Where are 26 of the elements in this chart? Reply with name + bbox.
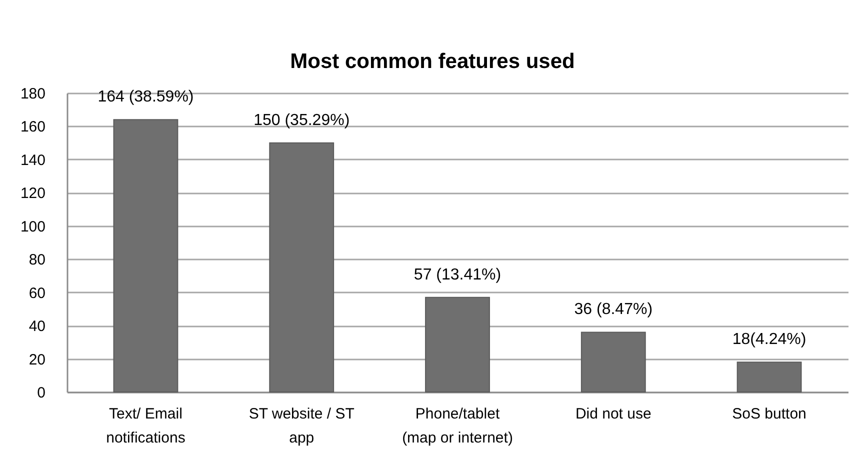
y-tick-label: 0 — [37, 384, 46, 402]
y-tick-label: 100 — [20, 218, 46, 236]
y-tick-label: 160 — [20, 118, 46, 136]
x-tick-label: Phone/tablet (map or internet) — [402, 406, 513, 446]
y-tick-label: 40 — [28, 318, 46, 336]
bar — [425, 296, 490, 392]
y-tick-label: 180 — [20, 86, 46, 102]
data-label: 18(4.24%) — [732, 331, 806, 348]
y-tick-label: 140 — [20, 152, 46, 169]
y-tick-label: 80 — [28, 252, 46, 269]
data-label: 57 (13.41%) — [414, 266, 502, 284]
chart-title: Most common features used — [290, 50, 575, 73]
data-label: 36 (8.47%) — [574, 301, 653, 318]
bar — [736, 362, 802, 392]
x-tick-label: ST website / ST app — [248, 406, 354, 446]
bar — [113, 119, 178, 392]
y-tick-label: 20 — [28, 351, 46, 368]
data-label: 150 (35.29%) — [254, 112, 350, 129]
bar — [269, 142, 334, 392]
y-tick-label: 60 — [28, 284, 46, 302]
x-tick-label: SoS button — [732, 406, 806, 422]
bar — [580, 332, 646, 392]
x-tick-label: Text/ Email notifications — [106, 406, 186, 446]
x-tick-label: Did not use — [575, 406, 652, 422]
y-tick-label: 120 — [20, 185, 46, 202]
data-label: 164 (38.59%) — [98, 88, 194, 106]
